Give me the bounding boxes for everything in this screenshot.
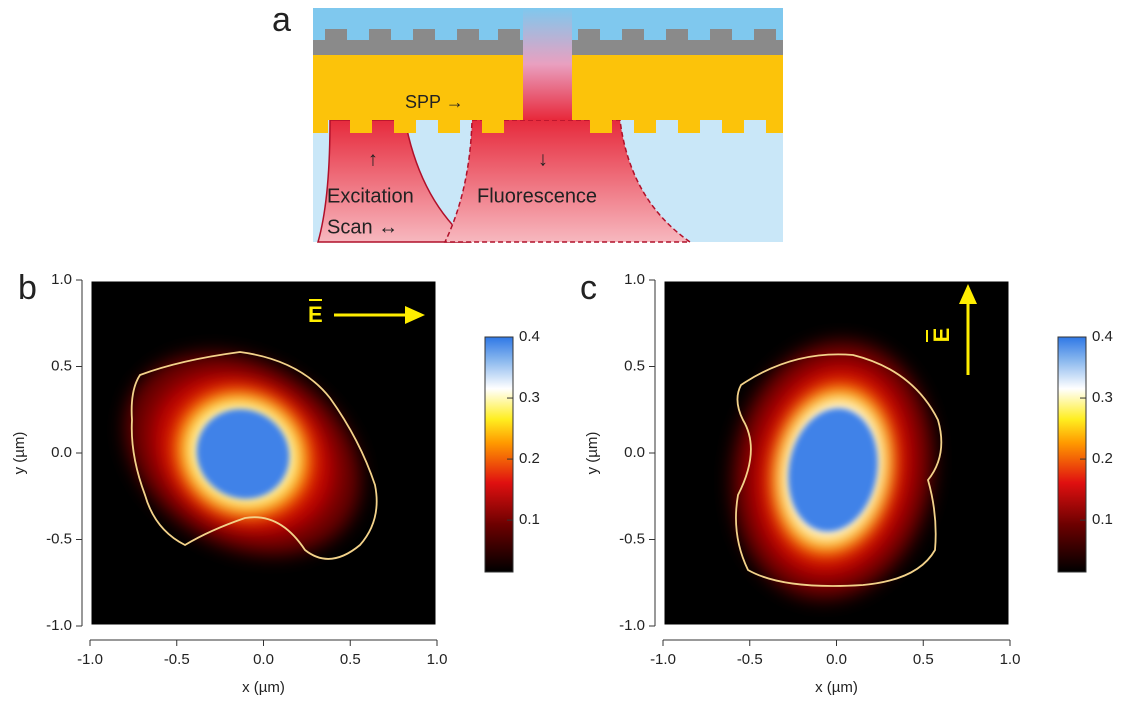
contour-line xyxy=(735,353,943,587)
intensity-region xyxy=(788,408,878,532)
y-tick-label: -0.5 xyxy=(46,530,72,547)
colorbar-tick-label: 0.4 xyxy=(1092,328,1113,345)
field-label: E xyxy=(308,302,323,327)
scan-label: Scan ↔ xyxy=(327,216,398,238)
y-tick-label: -1.0 xyxy=(619,617,645,634)
field-arrowhead xyxy=(959,284,977,304)
gold-film xyxy=(313,55,783,133)
colorbar xyxy=(484,336,514,573)
y-tick-label: -1.0 xyxy=(46,617,72,634)
colorbar-tick-label: 0.2 xyxy=(1092,450,1113,467)
arrow-down: ↓ xyxy=(538,148,548,170)
plot-frame xyxy=(661,278,1012,628)
panel-label: a xyxy=(272,1,291,39)
fluorescence-beam xyxy=(443,119,693,243)
x-tick-label: -0.5 xyxy=(164,651,190,668)
colorbar-tick-label: 0.1 xyxy=(1092,511,1113,528)
plot-area xyxy=(663,280,1010,626)
arrow-up: ↑ xyxy=(368,148,378,170)
colorbar-tick-label: 0.4 xyxy=(519,328,540,345)
plot-frame xyxy=(88,278,439,628)
fluorescence-label: Fluorescence xyxy=(477,185,597,207)
y-axis-label: y (µm) xyxy=(584,432,601,475)
x-tick-label: 1.0 xyxy=(427,651,448,668)
x-tick-label: 1.0 xyxy=(1000,651,1021,668)
y-axis-label: y (µm) xyxy=(11,432,28,475)
panel-label: c xyxy=(580,269,597,307)
spp-label: SPP → xyxy=(405,92,464,112)
y-tick-label: 0.5 xyxy=(624,357,645,374)
colorbar xyxy=(1057,336,1087,573)
grating xyxy=(313,29,783,55)
plot-area xyxy=(90,280,437,626)
y-tick-label: 0.5 xyxy=(51,357,72,374)
diagram: a SPP → ↑ ↓ Excitation Fluorescence Scan… xyxy=(272,1,783,243)
y-tick-label: 0.0 xyxy=(51,444,72,461)
colorbar-tick-label: 0.2 xyxy=(519,450,540,467)
y-tick-label: -0.5 xyxy=(619,530,645,547)
field-arrowhead xyxy=(405,306,425,324)
contour-line xyxy=(130,351,378,560)
x-axis-label: x (µm) xyxy=(815,679,858,696)
field-label: E xyxy=(929,328,954,343)
x-tick-label: 0.5 xyxy=(340,651,361,668)
colorbar-tick-label: 0.1 xyxy=(519,511,540,528)
heatmap-panel: b -1.0 -0.5 0.0 0.5 1.0 -1.0 -0.5 0.0 0.5 1.0 x (µm… xyxy=(11,269,540,696)
x-tick-label: -0.5 xyxy=(737,651,763,668)
heatmap-panel: c -1.0 -0.5 0.0 0.5 1.0 -1.0 -0.5 0.0 0.5 1.0 x (µm… xyxy=(580,269,1113,696)
x-axis-label: x (µm) xyxy=(242,679,285,696)
x-tick-label: -1.0 xyxy=(650,651,676,668)
x-tick-label: -1.0 xyxy=(77,651,103,668)
y-tick-label: 1.0 xyxy=(624,271,645,288)
colorbar-tick-label: 0.3 xyxy=(1092,389,1113,406)
x-tick-label: 0.0 xyxy=(253,651,274,668)
y-tick-label: 0.0 xyxy=(624,444,645,461)
intensity-region xyxy=(196,409,290,499)
x-tick-label: 0.0 xyxy=(826,651,847,668)
excitation-label: Excitation xyxy=(327,185,414,207)
x-tick-label: 0.5 xyxy=(913,651,934,668)
y-tick-label: 1.0 xyxy=(51,271,72,288)
aperture xyxy=(523,8,572,120)
colorbar-tick-label: 0.3 xyxy=(519,389,540,406)
panel-label: b xyxy=(18,269,37,307)
